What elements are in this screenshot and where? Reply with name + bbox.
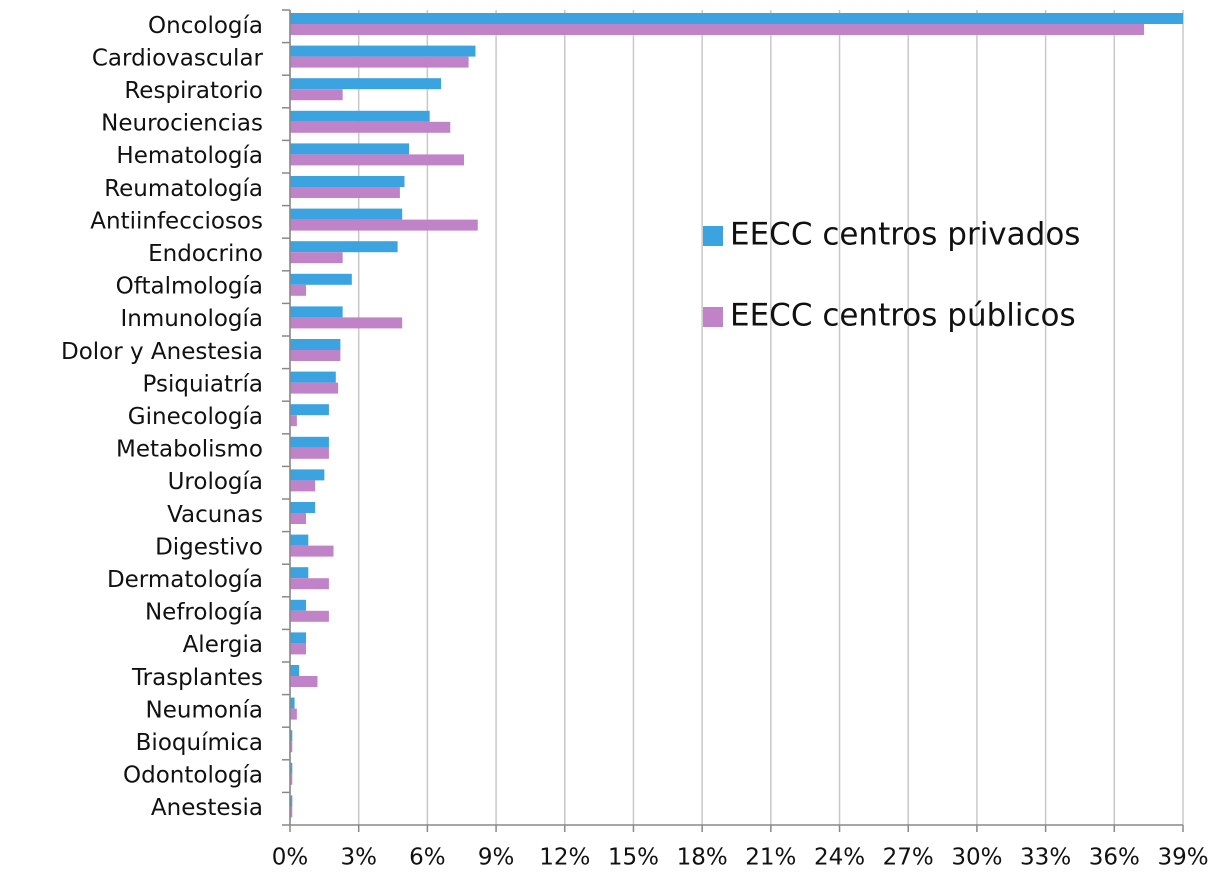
y-tick-label: Dermatología bbox=[107, 567, 263, 593]
bar bbox=[290, 676, 318, 687]
bar bbox=[290, 599, 307, 611]
bar bbox=[290, 436, 329, 448]
bar bbox=[290, 697, 295, 709]
y-tick-label: Oftalmología bbox=[116, 274, 263, 300]
bar bbox=[290, 578, 329, 590]
bar bbox=[290, 610, 329, 622]
bar bbox=[290, 371, 336, 383]
bar bbox=[290, 806, 293, 818]
x-tick-label: 24% bbox=[814, 845, 865, 871]
x-tick-label: 3% bbox=[340, 845, 377, 871]
bar bbox=[290, 762, 293, 774]
y-tick-label: Vacunas bbox=[167, 502, 263, 528]
bar bbox=[290, 632, 307, 644]
y-tick-label: Ginecología bbox=[128, 404, 263, 430]
bar bbox=[290, 24, 1145, 35]
y-tick-label: Hematología bbox=[116, 143, 263, 169]
bar bbox=[290, 56, 469, 68]
y-tick-label: Trasplantes bbox=[131, 665, 263, 691]
bar bbox=[290, 708, 297, 720]
bar bbox=[290, 110, 430, 122]
bar bbox=[290, 795, 293, 807]
bar bbox=[290, 404, 329, 416]
bar bbox=[290, 502, 316, 513]
bar bbox=[290, 176, 405, 187]
bar bbox=[290, 513, 307, 524]
y-tick-label: Reumatología bbox=[104, 176, 263, 202]
bar bbox=[290, 480, 316, 492]
bar bbox=[290, 208, 403, 220]
x-tick-label: 9% bbox=[478, 845, 515, 871]
bar bbox=[290, 241, 398, 253]
x-tick-label: 30% bbox=[951, 845, 1002, 871]
bar bbox=[290, 45, 476, 57]
y-tick-label: Urología bbox=[168, 469, 263, 495]
y-tick-label: Digestivo bbox=[155, 534, 263, 560]
bar bbox=[290, 121, 451, 133]
legend: EECC centros privados EECC centros públic… bbox=[703, 217, 1080, 334]
bar bbox=[290, 665, 300, 676]
legend-swatch bbox=[703, 226, 723, 246]
y-tick-label: Inmunología bbox=[120, 306, 263, 332]
bar bbox=[290, 382, 339, 394]
y-tick-label: Respiratorio bbox=[124, 78, 263, 104]
y-tick-label: Psiquiatría bbox=[143, 371, 263, 397]
bar bbox=[290, 350, 341, 361]
bar bbox=[290, 13, 1183, 24]
bar bbox=[290, 143, 410, 155]
bar bbox=[290, 317, 403, 329]
legend-swatch bbox=[703, 307, 723, 327]
bar bbox=[290, 545, 334, 557]
bar bbox=[290, 339, 341, 350]
y-tick-label: Nefrología bbox=[145, 600, 263, 626]
y-tick-label: Antiinfecciosos bbox=[90, 208, 263, 234]
y-tick-label: Endocrino bbox=[148, 241, 263, 267]
x-tick-label: 12% bbox=[539, 845, 590, 871]
bar bbox=[290, 284, 307, 296]
x-tick-label: 0% bbox=[272, 845, 309, 871]
x-tick-label: 39% bbox=[1157, 845, 1208, 871]
y-tick-label: Dolor y Anestesia bbox=[61, 339, 263, 365]
y-tick-label: Neurociencias bbox=[101, 111, 263, 137]
y-tick-label: Alergia bbox=[183, 632, 263, 658]
y-tick-label: Cardiovascular bbox=[92, 45, 264, 71]
legend-label: EECC centros privados bbox=[730, 217, 1080, 253]
bar bbox=[290, 469, 325, 481]
bar bbox=[290, 252, 343, 264]
y-tick-label: Neumonía bbox=[146, 697, 263, 723]
bar bbox=[290, 89, 343, 101]
bar bbox=[290, 773, 293, 785]
bar bbox=[290, 447, 329, 459]
x-tick-label: 27% bbox=[883, 845, 934, 871]
y-tick-label: Odontología bbox=[123, 763, 263, 789]
x-tick-label: 18% bbox=[677, 845, 728, 871]
legend-label: EECC centros públicos bbox=[730, 298, 1076, 334]
bar bbox=[290, 730, 293, 742]
bar bbox=[290, 78, 442, 90]
bar bbox=[290, 154, 465, 166]
y-tick-label: Oncología bbox=[148, 13, 263, 39]
y-tick-label: Anestesia bbox=[151, 795, 263, 821]
x-tick-label: 15% bbox=[608, 845, 659, 871]
bar bbox=[290, 273, 352, 285]
x-tick-label: 21% bbox=[745, 845, 796, 871]
x-tick-label: 6% bbox=[409, 845, 446, 871]
bar bbox=[290, 219, 478, 231]
bar bbox=[290, 415, 297, 427]
bar bbox=[290, 567, 309, 579]
bar bbox=[290, 306, 343, 318]
y-tick-label: Bioquímica bbox=[136, 730, 263, 756]
x-tick-label: 33% bbox=[1020, 845, 1071, 871]
bar bbox=[290, 741, 293, 753]
y-tick-label: Metabolismo bbox=[116, 437, 263, 463]
bar bbox=[290, 187, 400, 198]
bar bbox=[290, 643, 307, 655]
bar bbox=[290, 534, 309, 546]
x-tick-label: 36% bbox=[1089, 845, 1140, 871]
